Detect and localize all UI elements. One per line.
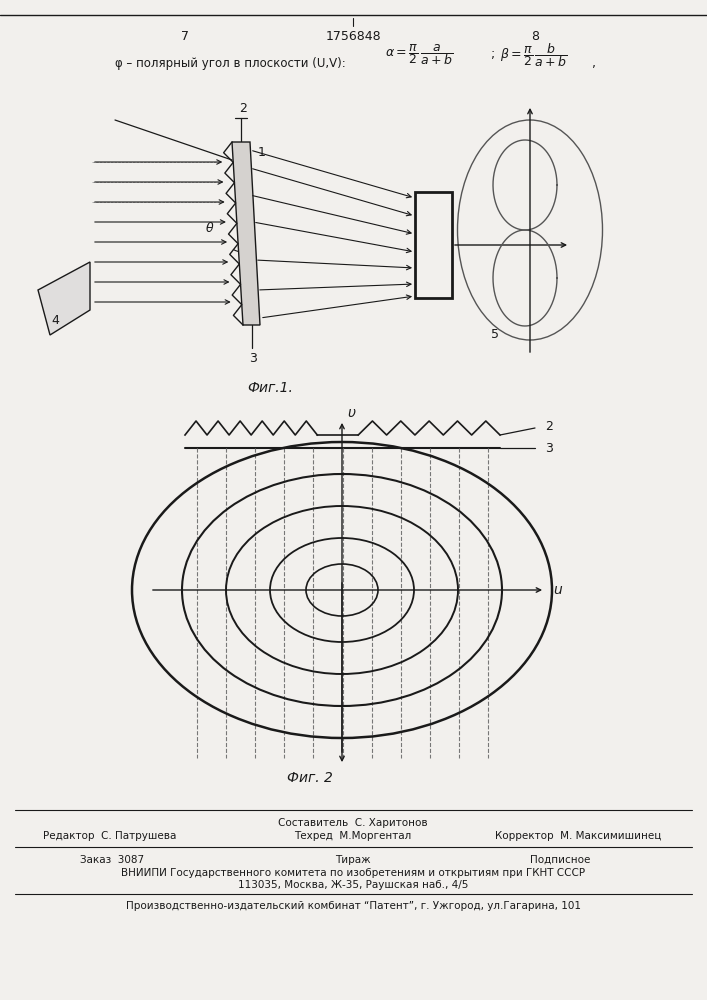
Bar (415, 192, 452, 298)
Text: 4: 4 (51, 314, 59, 326)
Text: Редактор  С. Патрушева: Редактор С. Патрушева (43, 831, 177, 841)
Text: 1756848: 1756848 (325, 29, 381, 42)
Text: 5: 5 (491, 328, 499, 342)
Text: Составитель  С. Харитонов: Составитель С. Харитонов (278, 818, 428, 828)
Text: Фиг.1.: Фиг.1. (247, 381, 293, 395)
Text: Производственно-издательский комбинат “Патент”, г. Ужгород, ул.Гагарина, 101: Производственно-издательский комбинат “П… (126, 901, 580, 911)
Polygon shape (232, 142, 260, 325)
Text: 3: 3 (545, 442, 553, 454)
Text: Корректор  М. Максимишинец: Корректор М. Максимишинец (495, 831, 661, 841)
Text: 8: 8 (531, 29, 539, 42)
Text: Тираж: Тираж (335, 855, 370, 865)
Text: ,: , (592, 57, 596, 70)
Text: 3: 3 (250, 352, 257, 364)
Text: 1: 1 (258, 145, 266, 158)
Text: ВНИИПИ Государственного комитета по изобретениям и открытиям при ГКНТ СССР: ВНИИПИ Государственного комитета по изоб… (121, 868, 585, 878)
Text: 7: 7 (181, 29, 189, 42)
Text: υ: υ (347, 406, 355, 420)
Text: 113035, Москва, Ж-35, Раушская наб., 4/5: 113035, Москва, Ж-35, Раушская наб., 4/5 (238, 880, 468, 890)
Text: $\alpha=\dfrac{\pi}{2}\,\dfrac{a}{a+b}$: $\alpha=\dfrac{\pi}{2}\,\dfrac{a}{a+b}$ (385, 43, 453, 67)
Text: $;\;\beta=\dfrac{\pi}{2}\,\dfrac{b}{a+b}$: $;\;\beta=\dfrac{\pi}{2}\,\dfrac{b}{a+b}… (490, 41, 568, 69)
Text: θ: θ (206, 222, 214, 234)
Text: 2: 2 (239, 102, 247, 114)
Text: Фиг. 2: Фиг. 2 (287, 771, 333, 785)
Text: Техред  М.Моргентал: Техред М.Моргентал (294, 831, 411, 841)
Polygon shape (38, 262, 90, 335)
Text: 2: 2 (545, 420, 553, 434)
Text: Заказ  3087: Заказ 3087 (80, 855, 144, 865)
Text: u: u (554, 583, 562, 597)
Text: φ – полярный угол в плоскости (U,V):: φ – полярный угол в плоскости (U,V): (115, 57, 346, 70)
Text: Подписное: Подписное (530, 855, 590, 865)
